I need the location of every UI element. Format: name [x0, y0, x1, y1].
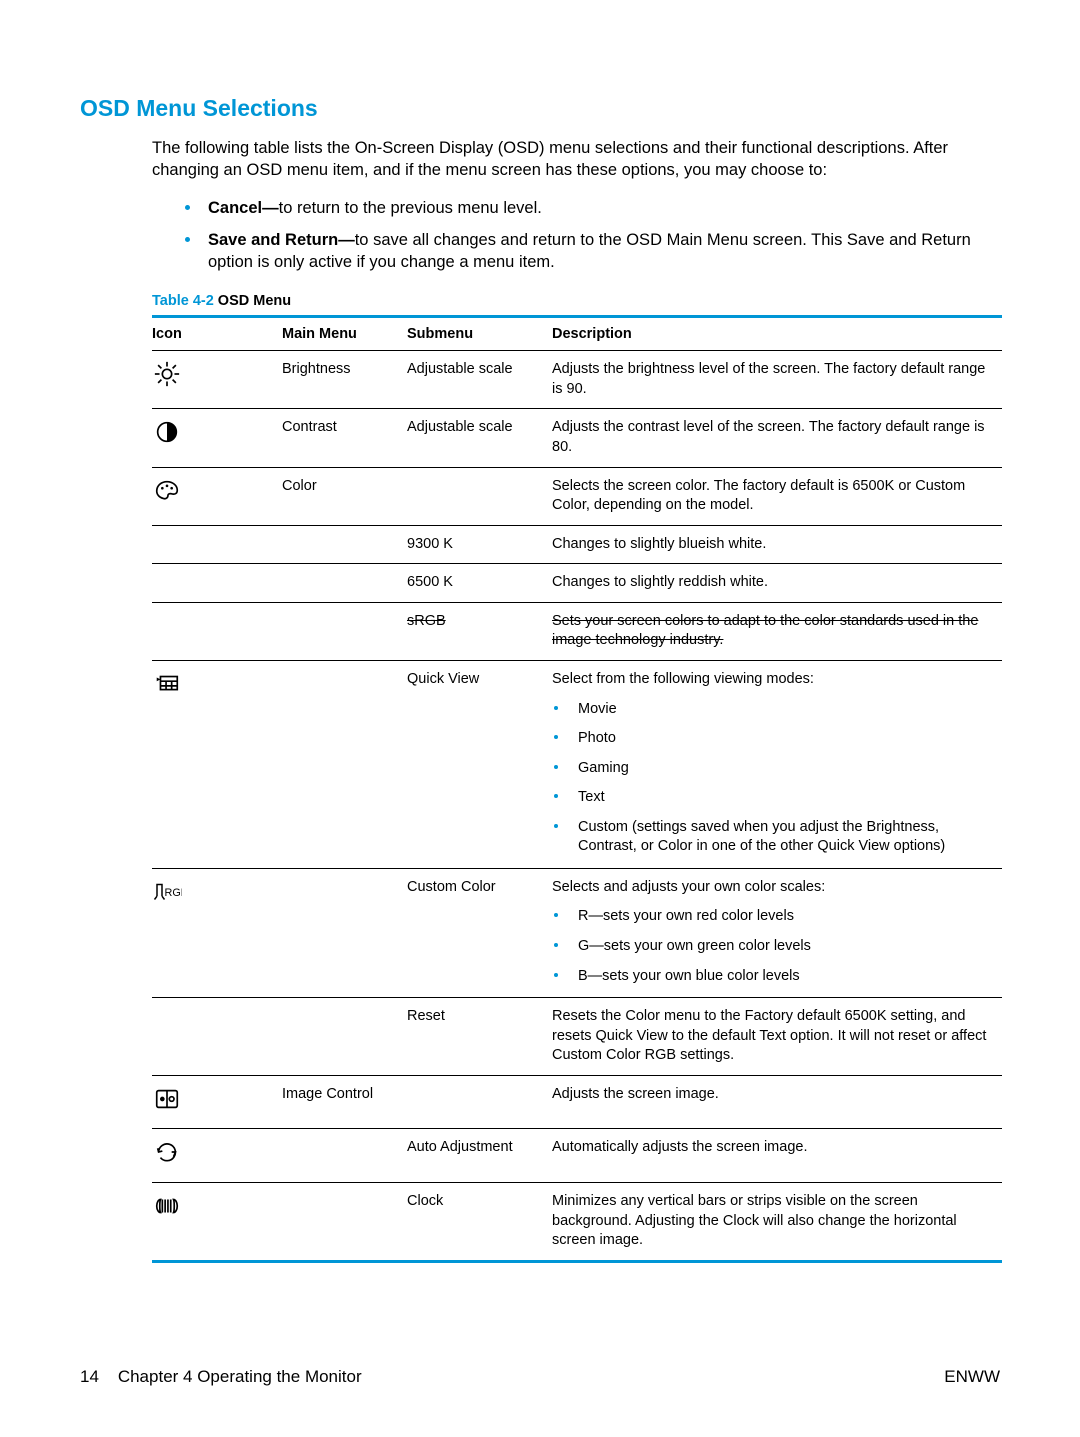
- footer-page-number: 14: [80, 1367, 99, 1386]
- intro-paragraph: The following table lists the On-Screen …: [152, 137, 1000, 182]
- bullet-item: Cancel—to return to the previous menu le…: [185, 197, 1000, 219]
- osd-menu-table: Icon Main Menu Submenu Description Brigh…: [152, 315, 1002, 1262]
- th-main: Main Menu: [282, 317, 407, 351]
- table-row: Quick ViewSelect from the following view…: [152, 660, 1002, 868]
- contrast-icon: [152, 409, 282, 467]
- table-row: RGBCustom ColorSelects and adjusts your …: [152, 868, 1002, 997]
- table-row: ResetResets the Color menu to the Factor…: [152, 998, 1002, 1076]
- bullet-item: Save and Return—to save all changes and …: [185, 229, 1000, 274]
- imagectrl-icon: [152, 1075, 282, 1129]
- table-row: 6500 KChanges to slightly reddish white.: [152, 564, 1002, 603]
- table-row: ColorSelects the screen color. The facto…: [152, 467, 1002, 525]
- clock-icon: [152, 1182, 282, 1261]
- th-icon: Icon: [152, 317, 282, 351]
- table-row: Image ControlAdjusts the screen image.: [152, 1075, 1002, 1129]
- brightness-icon: [152, 351, 282, 409]
- table-body: BrightnessAdjustable scaleAdjusts the br…: [152, 351, 1002, 1261]
- table-caption: Table 4-2 OSD Menu: [152, 293, 1000, 309]
- svg-text:RGB: RGB: [165, 887, 183, 899]
- quickview-icon: [152, 660, 282, 868]
- table-row: BrightnessAdjustable scaleAdjusts the br…: [152, 351, 1002, 409]
- bullet-list: Cancel—to return to the previous menu le…: [185, 197, 1000, 274]
- th-desc: Description: [552, 317, 1002, 351]
- th-sub: Submenu: [407, 317, 552, 351]
- table-row: ContrastAdjustable scaleAdjusts the cont…: [152, 409, 1002, 467]
- table-caption-number: Table 4-2: [152, 293, 214, 309]
- rgb-icon: RGB: [152, 868, 282, 997]
- table-row: Auto AdjustmentAutomatically adjusts the…: [152, 1129, 1002, 1183]
- table-row: sRGBSets your screen colors to adapt to …: [152, 602, 1002, 660]
- page-heading: OSD Menu Selections: [80, 95, 1000, 122]
- page-footer: 14 Chapter 4 Operating the Monitor ENWW: [80, 1367, 1000, 1387]
- table-row: 9300 KChanges to slightly blueish white.: [152, 525, 1002, 564]
- footer-right: ENWW: [944, 1367, 1000, 1387]
- auto-icon: [152, 1129, 282, 1183]
- color-icon: [152, 467, 282, 525]
- table-row: ClockMinimizes any vertical bars or stri…: [152, 1182, 1002, 1261]
- table-caption-title: OSD Menu: [214, 293, 291, 309]
- footer-chapter: Chapter 4 Operating the Monitor: [118, 1367, 362, 1386]
